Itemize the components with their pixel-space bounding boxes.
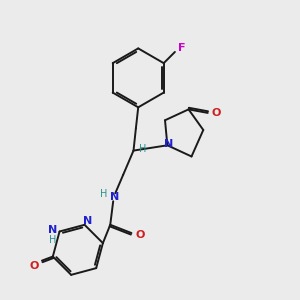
Text: H: H (50, 235, 57, 245)
Text: O: O (135, 230, 144, 239)
Text: O: O (29, 261, 38, 271)
Text: H: H (100, 190, 107, 200)
Text: N: N (110, 192, 119, 202)
Text: H: H (139, 144, 147, 154)
Text: F: F (178, 43, 185, 53)
Text: N: N (48, 225, 58, 235)
Text: N: N (164, 139, 173, 149)
Text: N: N (83, 216, 92, 226)
Text: O: O (211, 108, 220, 118)
